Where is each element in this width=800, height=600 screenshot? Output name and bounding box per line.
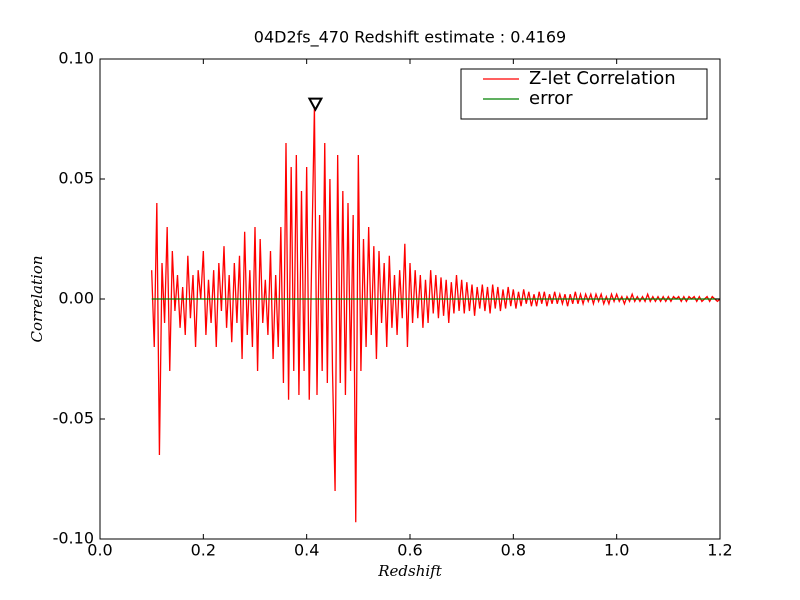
y-tick-label: -0.05 [53, 409, 94, 428]
x-tick-label: 1.2 [707, 541, 732, 560]
peak-marker [307, 97, 324, 112]
x-tick-label: 0.2 [191, 541, 216, 560]
y-tick-label: 0.10 [58, 49, 94, 68]
y-tick-label: 0.05 [58, 169, 94, 188]
legend-label: error [529, 88, 573, 109]
x-axis-label: Redshift [377, 562, 442, 580]
x-tick-label: 0.4 [294, 541, 319, 560]
chart-title: 04D2fs_470 Redshift estimate : 0.4169 [254, 28, 566, 48]
y-tick-label: -0.10 [53, 529, 94, 548]
x-tick-label: 0.6 [397, 541, 422, 560]
legend-label: Z-let Correlation [529, 68, 676, 89]
x-tick-label: 1.0 [604, 541, 629, 560]
series-line [151, 106, 721, 523]
y-tick-label: 0.00 [58, 289, 94, 308]
x-tick-label: 0.8 [501, 541, 526, 560]
y-axis-label: Correlation [28, 256, 46, 343]
x-tick-label: 0.0 [87, 541, 112, 560]
legend-box [460, 68, 708, 120]
